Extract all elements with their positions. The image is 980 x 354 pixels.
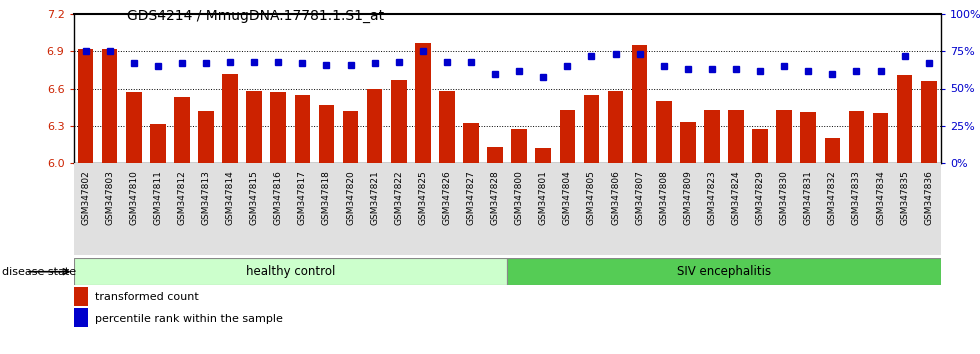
Text: GSM347801: GSM347801 (539, 170, 548, 225)
Bar (849, 111, 864, 163)
Text: GSM347804: GSM347804 (563, 170, 572, 225)
Bar (174, 97, 190, 163)
Text: GSM347835: GSM347835 (901, 170, 909, 225)
Text: GSM347816: GSM347816 (273, 170, 283, 225)
Bar (318, 105, 334, 163)
Bar (801, 112, 816, 163)
Text: GDS4214 / MmugDNA.17781.1.S1_at: GDS4214 / MmugDNA.17781.1.S1_at (127, 9, 384, 23)
Bar (728, 110, 744, 163)
Bar (74, 163, 941, 255)
Bar (560, 110, 575, 163)
Bar (512, 130, 527, 163)
Bar (776, 110, 792, 163)
Text: GSM347814: GSM347814 (225, 170, 234, 225)
Text: GSM347832: GSM347832 (828, 170, 837, 225)
Text: GSM347802: GSM347802 (81, 170, 90, 225)
Text: GSM347836: GSM347836 (924, 170, 933, 225)
Text: GSM347817: GSM347817 (298, 170, 307, 225)
Bar (608, 91, 623, 163)
Text: GSM347823: GSM347823 (708, 170, 716, 225)
Text: GSM347828: GSM347828 (491, 170, 500, 225)
Text: transformed count: transformed count (95, 292, 199, 302)
Bar (704, 110, 719, 163)
Bar (680, 122, 696, 163)
Text: GSM347834: GSM347834 (876, 170, 885, 225)
Text: GSM347825: GSM347825 (418, 170, 427, 225)
Bar (439, 91, 455, 163)
Bar (632, 45, 648, 163)
Bar (125, 92, 141, 163)
Bar (222, 74, 238, 163)
Text: GSM347806: GSM347806 (612, 170, 620, 225)
Text: GSM347815: GSM347815 (250, 170, 259, 225)
Text: GSM347830: GSM347830 (780, 170, 789, 225)
Text: GSM347821: GSM347821 (370, 170, 379, 225)
Text: GSM347805: GSM347805 (587, 170, 596, 225)
Text: GSM347826: GSM347826 (442, 170, 452, 225)
Text: GSM347803: GSM347803 (105, 170, 114, 225)
Bar (367, 88, 382, 163)
Bar (74, 258, 508, 285)
Bar (464, 123, 479, 163)
Text: GSM347810: GSM347810 (129, 170, 138, 225)
Text: GSM347822: GSM347822 (394, 170, 403, 225)
Bar (535, 148, 551, 163)
Text: GSM347809: GSM347809 (683, 170, 692, 225)
Text: GSM347808: GSM347808 (660, 170, 668, 225)
Text: GSM347812: GSM347812 (177, 170, 186, 225)
Text: GSM347811: GSM347811 (153, 170, 163, 225)
Text: GSM347833: GSM347833 (852, 170, 861, 225)
Bar (246, 91, 262, 163)
Bar (295, 95, 311, 163)
Text: GSM347813: GSM347813 (202, 170, 211, 225)
Text: disease state: disease state (2, 267, 76, 277)
Bar (415, 43, 430, 163)
Bar (921, 81, 937, 163)
Text: SIV encephalitis: SIV encephalitis (677, 265, 771, 278)
Text: GSM347824: GSM347824 (731, 170, 741, 225)
Bar (584, 95, 600, 163)
Text: GSM347807: GSM347807 (635, 170, 644, 225)
Bar (391, 80, 407, 163)
Text: healthy control: healthy control (246, 265, 335, 278)
Text: GSM347800: GSM347800 (514, 170, 523, 225)
Text: GSM347818: GSM347818 (322, 170, 331, 225)
Bar (102, 49, 118, 163)
Bar (343, 111, 359, 163)
Bar (150, 125, 166, 163)
Text: percentile rank within the sample: percentile rank within the sample (95, 314, 283, 324)
Bar (753, 130, 768, 163)
Text: GSM347827: GSM347827 (466, 170, 475, 225)
Bar (198, 111, 214, 163)
Bar (873, 113, 889, 163)
Bar (270, 92, 286, 163)
Text: GSM347831: GSM347831 (804, 170, 812, 225)
Bar (656, 101, 671, 163)
Bar (77, 49, 93, 163)
Bar (487, 147, 503, 163)
Bar (508, 258, 941, 285)
Bar (897, 75, 912, 163)
Bar (824, 138, 840, 163)
Text: GSM347820: GSM347820 (346, 170, 355, 225)
Text: GSM347829: GSM347829 (756, 170, 764, 225)
